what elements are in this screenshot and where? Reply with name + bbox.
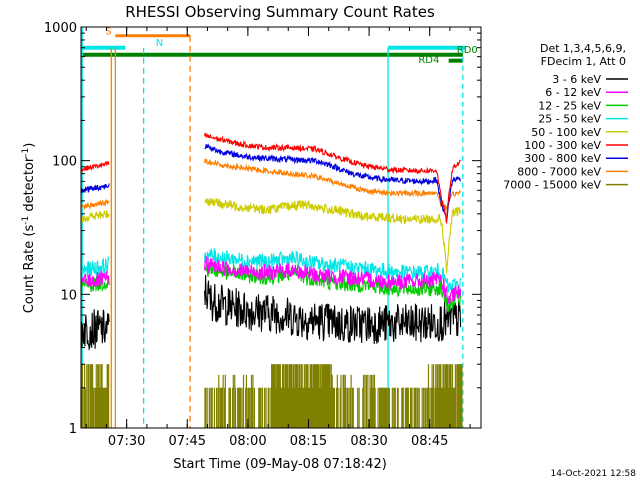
annotation-S-label: S — [105, 26, 111, 37]
series-50-100-kev — [80, 197, 462, 274]
series-100-300-kev — [80, 132, 461, 224]
annotation-rd0-label: RD0 — [457, 45, 478, 56]
legend-label: 6 - 12 keV — [545, 86, 601, 99]
axes: 07:30 07:45 08:00 08:15 08:30 08:45 1 10 100 1000 — [44, 21, 482, 449]
legend-label: 12 - 25 keV — [538, 99, 601, 112]
legend-label: 50 - 100 keV — [531, 126, 601, 139]
legend-label: 25 - 50 keV — [538, 113, 601, 126]
series-800-7000-kev — [80, 158, 462, 211]
series-6-12-kev — [80, 256, 462, 304]
x-tick-label: 08:30 — [350, 434, 387, 449]
x-tick-label: 08:15 — [290, 434, 327, 449]
series-3-6-kev — [80, 274, 462, 351]
annotation-rd4-label: RD4 — [418, 55, 439, 66]
legend-header-line1: Det 1,3,4,5,6,9, — [540, 42, 626, 55]
data-layer: S N RD4 RD0 — [80, 26, 478, 428]
y-tick-label: 100 — [52, 155, 77, 170]
y-tick-label: 1 — [69, 422, 77, 437]
x-tick-label: 07:45 — [169, 434, 206, 449]
series-300-800-kev — [80, 143, 461, 220]
series-25-50-kev — [80, 248, 462, 293]
legend-label: 300 - 800 keV — [524, 152, 601, 165]
x-axis-label: Start Time (09-May-08 07:18:42) — [173, 457, 387, 472]
y-tick-label: 10 — [60, 288, 77, 303]
legend-header-line2: FDecim 1, Att 0 — [541, 55, 626, 68]
legend-label: 800 - 7000 keV — [517, 165, 601, 178]
legend-label: 7000 - 15000 keV — [503, 179, 601, 192]
x-tick-label: 07:30 — [108, 434, 145, 449]
legend: Det 1,3,4,5,6,9, FDecim 1, Att 0 3 - 6 k… — [503, 42, 628, 192]
series-7000-15000-kev — [80, 364, 463, 428]
x-tick-label: 08:00 — [229, 434, 266, 449]
x-tick-label: 08:45 — [411, 434, 448, 449]
date-stamp: 14-Oct-2021 12:58 — [551, 469, 637, 479]
chart-title: RHESSI Observing Summary Count Rates — [125, 3, 435, 21]
legend-label: 100 - 300 keV — [524, 139, 601, 152]
y-axis-label: Count Rate (s-1 detector-1) — [21, 143, 37, 314]
legend-label: 3 - 6 keV — [552, 73, 601, 86]
annotation-N-label: N — [156, 38, 163, 49]
plot-frame — [80, 26, 482, 429]
y-tick-label: 1000 — [44, 21, 77, 36]
